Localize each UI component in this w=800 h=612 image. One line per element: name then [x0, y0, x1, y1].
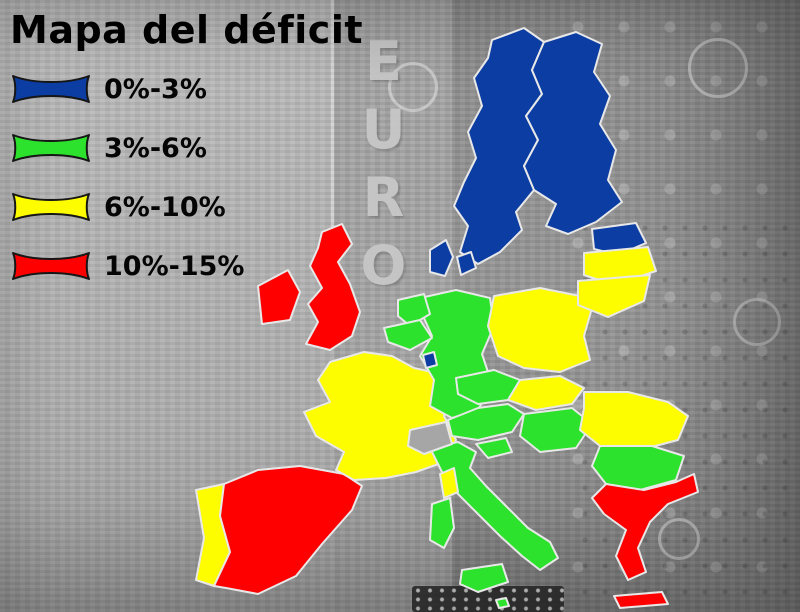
region-denmark [429, 239, 454, 277]
background-edge-line [331, 0, 334, 340]
texture-ring [688, 38, 748, 98]
region-poland [487, 287, 593, 373]
region-sicily [459, 563, 509, 593]
legend-swatch-10-15 [12, 252, 90, 280]
legend-swatch-shape-10-15 [12, 252, 90, 280]
page-title: Mapa del déficit [10, 8, 364, 52]
legend-swatch-6-10 [12, 193, 90, 221]
legend-label-10-15: 10%-15% [104, 250, 245, 282]
legend-swatch-3-6 [12, 134, 90, 162]
region-spain [213, 465, 363, 595]
legend-swatch-shape-0-3 [12, 75, 90, 103]
region-finland [523, 31, 623, 235]
background-dark-blob [412, 586, 564, 612]
region-austria [447, 403, 525, 441]
region-italy [429, 441, 559, 571]
region-ireland [257, 269, 301, 325]
legend-swatch-shape-6-10 [12, 193, 90, 221]
texture-ring [733, 298, 781, 346]
region-lithuania [577, 274, 651, 318]
region-sweden [453, 27, 545, 265]
legend-row-6-10: 6%-10% [10, 185, 363, 229]
region-corsica [439, 467, 459, 499]
region-crete [613, 591, 669, 609]
legend-label-3-6: 3%-6% [104, 132, 207, 164]
region-sardinia [429, 497, 455, 549]
region-belgium [383, 319, 433, 351]
legend-swatch-0-3 [12, 75, 90, 103]
legend-label-0-3: 0%-3% [104, 73, 207, 105]
region-switzerland [407, 421, 453, 455]
region-greece [591, 473, 699, 581]
legend-row-0-3: 0%-3% [10, 67, 363, 111]
europe-regions [195, 27, 699, 609]
legend-swatch-shape-3-6 [12, 134, 90, 162]
region-malta [495, 597, 510, 609]
region-bulgaria [591, 445, 685, 491]
legend-label-6-10: 6%-10% [104, 191, 226, 223]
texture-ring [658, 518, 700, 560]
region-hungary [519, 407, 593, 453]
region-united-kingdom [305, 223, 361, 351]
legend-row-3-6: 3%-6% [10, 126, 363, 170]
region-romania [579, 391, 689, 451]
legend-row-10-15: 10%-15% [10, 244, 363, 288]
region-slovenia [475, 437, 513, 459]
legend-panel: Mapa del déficit 0%-3% 3%-6% 6%-10% 10%-… [10, 8, 363, 288]
texture-ring [388, 62, 438, 112]
region-slovakia [507, 375, 585, 411]
region-luxembourg [422, 351, 438, 369]
euro-watermark-text: EURO [352, 30, 415, 302]
region-denmark-island [456, 251, 477, 276]
